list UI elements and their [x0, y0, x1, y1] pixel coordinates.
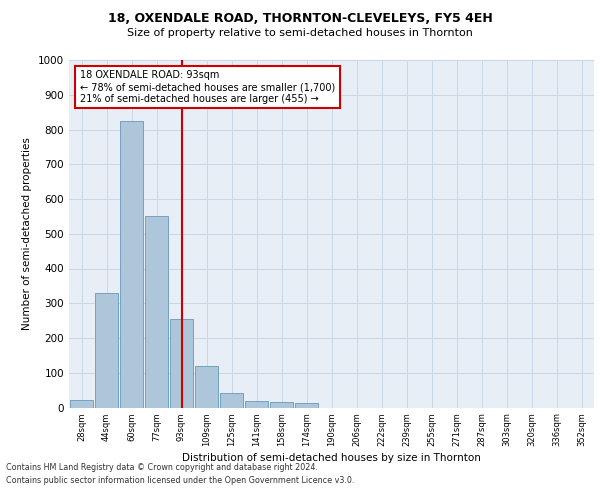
Bar: [170, 319, 193, 408]
Y-axis label: Number of semi-detached properties: Number of semi-detached properties: [22, 138, 32, 330]
Bar: [195, 366, 218, 408]
Text: Contains public sector information licensed under the Open Government Licence v3: Contains public sector information licen…: [6, 476, 355, 485]
Bar: [295, 403, 318, 407]
Bar: [95, 293, 118, 408]
X-axis label: Distribution of semi-detached houses by size in Thornton: Distribution of semi-detached houses by …: [182, 454, 481, 464]
Text: 18 OXENDALE ROAD: 93sqm
← 78% of semi-detached houses are smaller (1,700)
21% of: 18 OXENDALE ROAD: 93sqm ← 78% of semi-de…: [79, 70, 335, 104]
Text: Contains HM Land Registry data © Crown copyright and database right 2024.: Contains HM Land Registry data © Crown c…: [6, 464, 318, 472]
Bar: [245, 400, 268, 407]
Text: Size of property relative to semi-detached houses in Thornton: Size of property relative to semi-detach…: [127, 28, 473, 38]
Bar: [145, 216, 168, 408]
Bar: [270, 402, 293, 407]
Bar: [70, 400, 93, 407]
Bar: [220, 392, 243, 407]
Bar: [120, 121, 143, 408]
Text: 18, OXENDALE ROAD, THORNTON-CLEVELEYS, FY5 4EH: 18, OXENDALE ROAD, THORNTON-CLEVELEYS, F…: [107, 12, 493, 26]
